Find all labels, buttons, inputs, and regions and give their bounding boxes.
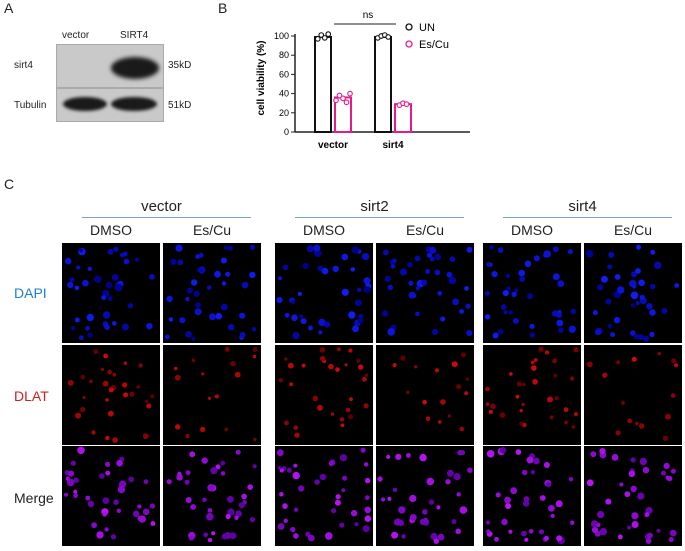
- y-tick-label-80: 80: [279, 50, 289, 60]
- panel-letter-b: B: [218, 0, 228, 16]
- group-underline-vector: [82, 217, 251, 218]
- micrograph-vector-es-cu-merge: [163, 446, 261, 546]
- point-vector-es-cu-4: [347, 90, 353, 97]
- blot-sirt4: [56, 44, 164, 88]
- blot-size-51kd: 51kD: [168, 100, 192, 111]
- significance-label: ns: [363, 10, 374, 21]
- condition-label-sirt2-dmso: DMSO: [303, 222, 345, 238]
- micrograph-vector-es-cu-dapi: [163, 243, 261, 343]
- blot-row-label-tubulin: Tubulin: [14, 100, 47, 111]
- row-label-dapi: DAPI: [14, 285, 47, 301]
- blot-row-label-sirt4: sirt4: [14, 60, 33, 71]
- bar-vector-un: [314, 35, 332, 133]
- viability-chart: cell viability (%) 0 20 40 60 80 100 vector si…: [256, 10, 470, 151]
- micrograph-vector-dmso-dapi: [62, 243, 160, 343]
- western-blot-panel: vector SIRT4 sirt4 35kD Tubulin 51kD: [0, 0, 210, 130]
- micrograph-sirt2-es-cu-dapi: [376, 243, 474, 343]
- group-title-vector: vector: [141, 198, 182, 215]
- row-label-dlat: DLAT: [14, 388, 49, 404]
- micrograph-sirt4-dmso-dapi: [483, 243, 581, 343]
- point-vector-es-cu-0: [333, 97, 339, 104]
- micrograph-vector-es-cu-dlat: [163, 345, 261, 445]
- condition-label-sirt2-es-cu: Es/Cu: [405, 222, 445, 238]
- micrograph-vector-dmso-merge: [62, 446, 160, 546]
- point-vector-es-cu-1: [336, 92, 343, 99]
- micrograph-sirt2-dmso-dlat: [275, 345, 373, 445]
- micrograph-vector-dmso-dlat: [62, 345, 160, 445]
- point-vector-un-1: [318, 32, 325, 38]
- point-vector-es-cu-3: [343, 99, 350, 106]
- micrograph-sirt2-dmso-dapi: [275, 243, 373, 343]
- bar-sirt4-un: [374, 35, 392, 133]
- legend-label-un: UN: [419, 22, 435, 34]
- condition-label-vector-dmso: DMSO: [90, 222, 132, 238]
- blot-tubulin: [56, 88, 164, 122]
- blot-size-35kd: 35kD: [168, 60, 192, 71]
- condition-label-sirt4-es-cu: Es/Cu: [613, 222, 653, 238]
- micrograph-sirt4-dmso-merge: [483, 446, 581, 546]
- micrograph-sirt4-es-cu-dlat: [584, 345, 682, 445]
- y-tick-label-100: 100: [274, 31, 289, 41]
- y-tick-label-0: 0: [284, 127, 289, 137]
- point-sirt4-es-cu-2: [403, 101, 410, 108]
- microscopy-panel: DAPI DLAT Merge vector DMSO Es/Cu sirt2 DMSO…: [0, 190, 685, 546]
- condition-label-vector-es-cu: Es/Cu: [192, 222, 232, 238]
- micrograph-sirt4-es-cu-merge: [584, 446, 682, 546]
- y-tick-label-60: 60: [279, 69, 289, 79]
- point-sirt4-un-3: [385, 34, 392, 40]
- micrograph-sirt4-es-cu-dapi: [584, 243, 682, 343]
- group-title-sirt4: sirt4: [568, 198, 597, 215]
- bar-sirt4-es-cu: [394, 103, 412, 134]
- group-underline-sirt2: [295, 217, 464, 218]
- y-tick-label-20: 20: [279, 108, 289, 118]
- x-category-sirt4: sirt4: [382, 140, 404, 151]
- point-vector-un-0: [314, 36, 321, 42]
- y-tick-label-40: 40: [279, 89, 289, 99]
- micrograph-sirt2-dmso-merge: [275, 446, 373, 546]
- row-label-merge: Merge: [14, 490, 54, 506]
- lane-label-sirt4: SIRT4: [120, 30, 149, 41]
- group-underline-sirt4: [503, 217, 672, 218]
- micrograph-sirt2-es-cu-merge: [376, 446, 474, 546]
- x-category-vector: vector: [318, 140, 348, 151]
- legend-label-es-cu: Es/Cu: [419, 39, 449, 51]
- condition-label-sirt4-dmso: DMSO: [511, 222, 553, 238]
- legend-marker-es-cu: [405, 40, 413, 48]
- legend-marker-un: [405, 23, 413, 31]
- group-title-sirt2: sirt2: [360, 198, 389, 215]
- point-vector-un-3: [325, 31, 332, 37]
- point-vector-un-2: [321, 35, 328, 41]
- lane-label-vector: vector: [62, 30, 90, 41]
- y-axis-label: cell viability (%): [256, 40, 267, 115]
- point-vector-es-cu-2: [340, 95, 346, 102]
- micrograph-sirt2-es-cu-dlat: [376, 345, 474, 445]
- panel-letter-a: A: [4, 0, 14, 16]
- panel-letter-c: C: [4, 176, 15, 192]
- micrograph-sirt4-dmso-dlat: [483, 345, 581, 445]
